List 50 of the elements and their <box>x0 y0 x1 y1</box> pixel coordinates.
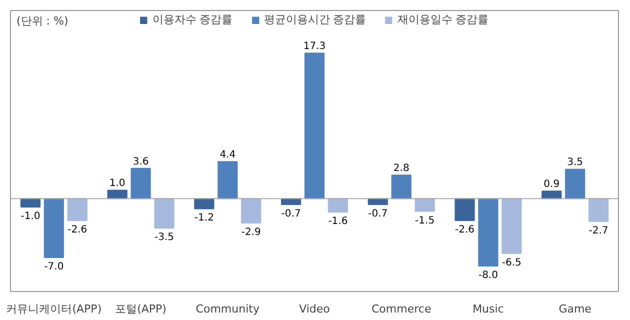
data-label: -0.7 <box>281 208 301 220</box>
bar <box>391 174 412 200</box>
bar <box>67 198 88 222</box>
bar <box>328 198 348 213</box>
bar <box>20 198 41 208</box>
bar <box>194 198 214 210</box>
data-label: -2.9 <box>241 227 261 238</box>
x-tick-label: Community <box>196 302 260 316</box>
x-tick-label: 커뮤니케이터(APP) <box>6 302 102 316</box>
bar <box>588 198 609 222</box>
data-label: -1.0 <box>20 211 40 222</box>
data-label: -1.6 <box>328 216 348 228</box>
data-label: -3.5 <box>154 232 174 244</box>
data-label: 2.8 <box>393 163 410 174</box>
bar <box>502 198 522 254</box>
bar <box>130 168 151 200</box>
bar <box>107 190 128 200</box>
x-tick-label: Video <box>299 302 330 316</box>
data-label: 1.0 <box>109 178 126 190</box>
data-label: 3.6 <box>132 156 149 168</box>
data-label: -2.6 <box>455 224 475 236</box>
x-tick-label: 포털(APP) <box>115 302 166 316</box>
x-tick-label: Commerce <box>372 302 432 316</box>
legend-label: 재이용일수 증감률 <box>397 12 489 27</box>
bar <box>241 198 262 224</box>
data-label: 4.4 <box>220 150 236 161</box>
bar <box>304 52 325 200</box>
data-label: -0.7 <box>368 208 388 220</box>
bar <box>414 198 435 212</box>
legend-label: 이용자수 증감률 <box>152 12 233 27</box>
data-label: -2.7 <box>588 225 608 236</box>
text: (단위 : %) <box>16 14 68 28</box>
data-label: 3.5 <box>567 157 584 168</box>
data-label: 17.3 <box>303 41 326 52</box>
x-tick-label: Game <box>558 302 592 316</box>
bar <box>478 198 498 266</box>
bar <box>218 161 238 200</box>
bar <box>454 198 475 222</box>
data-label: -1.5 <box>415 215 435 226</box>
x-tick-label: Music <box>472 302 504 316</box>
data-label: -1.2 <box>194 212 214 224</box>
bar <box>565 168 586 200</box>
legend-label: 평균이용시간 증감률 <box>264 12 366 27</box>
bar <box>44 198 64 258</box>
data-label: -6.5 <box>502 257 522 268</box>
data-label: -7.0 <box>44 262 64 273</box>
data-label: -2.6 <box>68 224 88 236</box>
data-label: -8.0 <box>478 270 498 281</box>
data-label: 0.9 <box>544 179 560 190</box>
bar <box>154 198 174 229</box>
